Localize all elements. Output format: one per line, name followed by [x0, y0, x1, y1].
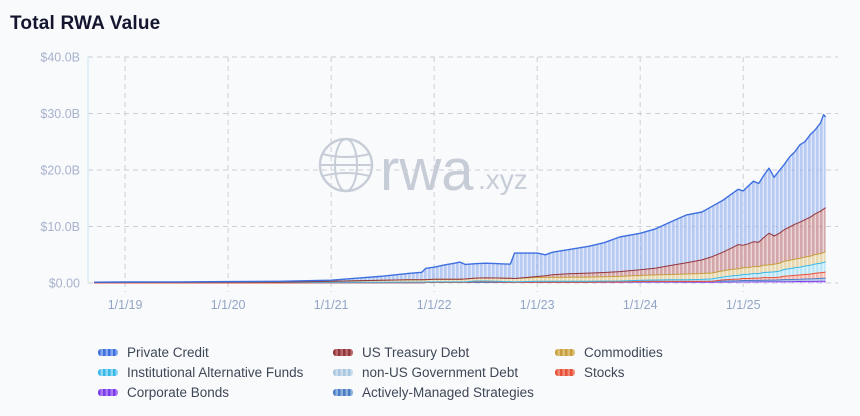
x-axis-tick-label: 1/1/24 — [623, 298, 658, 312]
legend-swatch — [333, 348, 353, 356]
legend-item-actively-managed-strategies[interactable]: Actively-Managed Strategies — [333, 382, 555, 402]
chart-legend: Private Credit US Treasury Debt Commoditie… — [98, 342, 663, 402]
axis-labels: $0.00 $10.0B $20.0B $30.0B $40.0B 1/1/19 1/1/2… — [40, 51, 760, 313]
legend-swatch — [333, 388, 353, 396]
stacked-areas — [94, 113, 827, 284]
legend-swatch — [98, 348, 118, 356]
page-title: Total RWA Value — [10, 13, 161, 34]
legend-swatch — [333, 368, 353, 376]
legend-swatch — [555, 348, 575, 356]
legend-label: Stocks — [584, 364, 625, 380]
legend-label: US Treasury Debt — [362, 344, 470, 360]
legend-item-institutional-alternative-funds[interactable]: Institutional Alternative Funds — [98, 362, 333, 382]
area-private-credit[interactable] — [94, 114, 826, 283]
y-axis-tick-label: $30.0B — [40, 107, 80, 121]
chart-plot-area[interactable]: rwa .xyz$0.00$10.0B$20.0B$30.0B$40.0B1/1/… — [0, 0, 860, 330]
legend-swatch — [555, 368, 575, 376]
legend-label: Institutional Alternative Funds — [127, 364, 304, 380]
legend-item-private-credit[interactable]: Private Credit — [98, 342, 333, 362]
legend-item-stocks[interactable]: Stocks — [555, 362, 663, 382]
legend-item-corporate-bonds[interactable]: Corporate Bonds — [98, 382, 333, 402]
x-axis-tick-label: 1/1/21 — [314, 298, 349, 312]
watermark-suffix-text: .xyz — [478, 164, 528, 195]
legend-label: Actively-Managed Strategies — [362, 384, 534, 400]
y-axis-tick-label: $20.0B — [40, 164, 80, 178]
legend-label: Commodities — [584, 344, 663, 360]
y-axis-tick-label: $40.0B — [40, 51, 80, 65]
legend-swatch — [98, 368, 118, 376]
y-axis-tick-label: $10.0B — [40, 220, 80, 234]
x-axis-tick-label: 1/1/23 — [520, 298, 555, 312]
legend-item-commodities[interactable]: Commodities — [555, 342, 663, 362]
x-axis-tick-label: 1/1/19 — [108, 298, 143, 312]
legend-label: Private Credit — [127, 344, 209, 360]
y-axis-tick-label: $0.00 — [49, 277, 80, 291]
x-axis-tick-label: 1/1/22 — [417, 298, 452, 312]
legend-swatch — [98, 388, 118, 396]
legend-item-us-treasury-debt[interactable]: US Treasury Debt — [333, 342, 555, 362]
legend-label: non-US Government Debt — [362, 364, 519, 380]
x-axis-tick-label: 1/1/20 — [211, 298, 246, 312]
x-axis-tick-label: 1/1/25 — [726, 298, 761, 312]
legend-item-non-us-government-debt[interactable]: non-US Government Debt — [333, 362, 555, 382]
legend-label: Corporate Bonds — [127, 384, 230, 400]
